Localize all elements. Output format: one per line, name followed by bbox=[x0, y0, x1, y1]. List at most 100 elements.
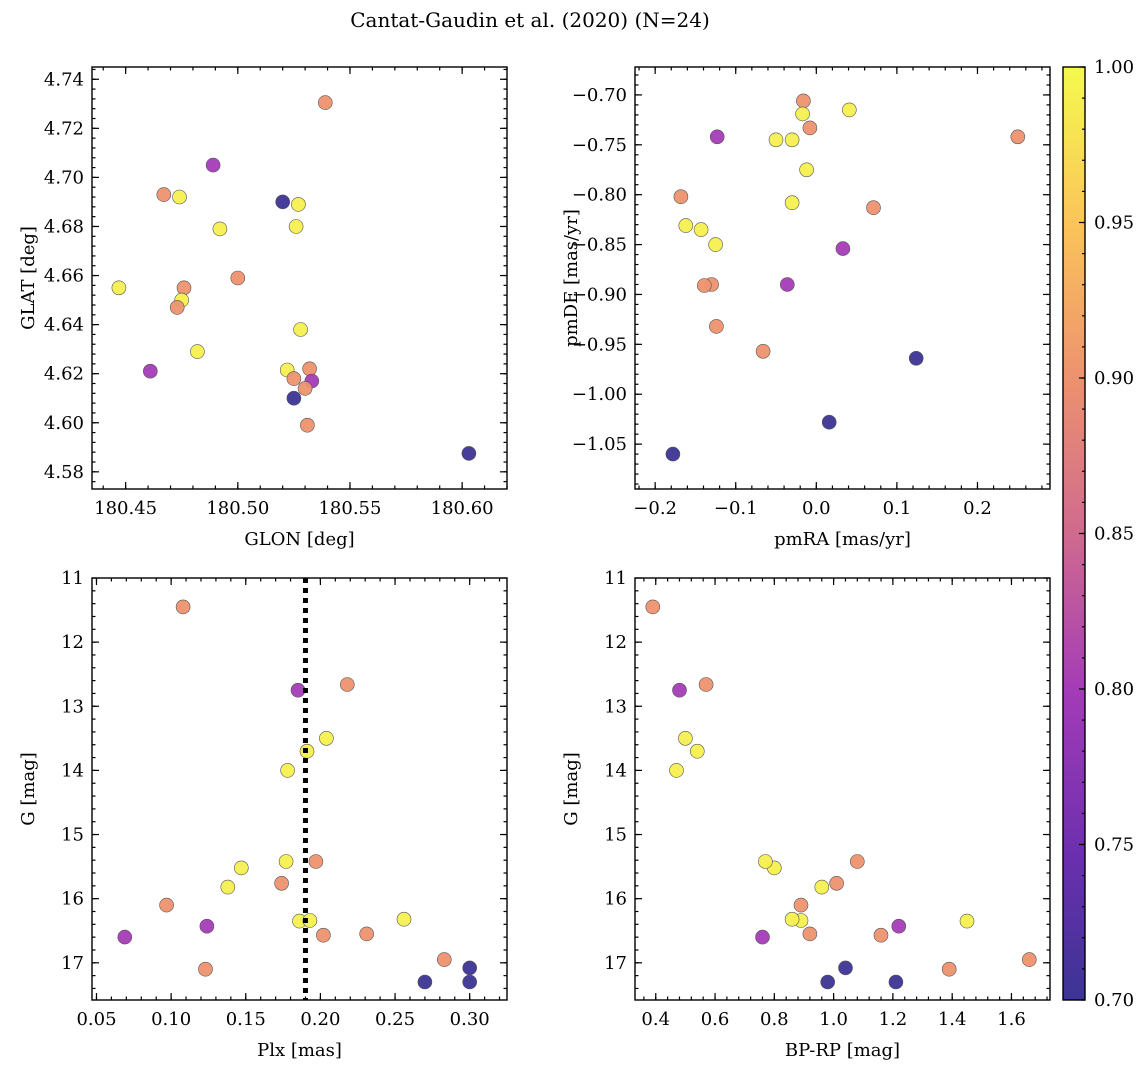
y-tick-label: 4.66 bbox=[44, 266, 84, 287]
data-point bbox=[755, 929, 770, 945]
panel-3: 0.05 0.10 0.15 0.20 0.25 0.30 11 12 13 14 15 16 17 Pl… bbox=[18, 568, 508, 1061]
y-tick-label: 4.72 bbox=[44, 118, 84, 139]
axes-frame bbox=[91, 577, 508, 1001]
panel-1: 180.45 180.50 180.55 180.60 4.58 4.60 4.62 4.64… bbox=[18, 66, 508, 550]
y-tick-label: −1.05 bbox=[572, 434, 627, 455]
data-point bbox=[275, 194, 291, 210]
data-point bbox=[199, 918, 215, 934]
data-point bbox=[302, 913, 318, 928]
data-point bbox=[280, 763, 295, 778]
x-tick-label: 0.05 bbox=[76, 1009, 116, 1030]
y-axis-label: G [mag] bbox=[561, 752, 582, 825]
x-axis-label: pmRA [mas/yr] bbox=[774, 529, 911, 550]
data-point bbox=[359, 926, 375, 942]
y-tick-label: 14 bbox=[61, 760, 84, 781]
y-tick-label: 4.70 bbox=[44, 167, 84, 188]
y-tick-label: 4.68 bbox=[44, 216, 84, 237]
data-point bbox=[278, 854, 294, 869]
y-tick-label: 4.74 bbox=[44, 69, 84, 90]
data-point bbox=[696, 278, 712, 293]
y-tick-label: 12 bbox=[604, 632, 627, 653]
x-axis-label: Plx [mas] bbox=[257, 1040, 342, 1061]
data-point bbox=[396, 911, 412, 927]
data-point bbox=[891, 918, 907, 934]
data-point bbox=[835, 241, 851, 256]
data-point bbox=[799, 162, 814, 178]
data-point bbox=[234, 860, 249, 876]
panel-2: −0.2 −0.1 0.0 0.1 0.2 −1.05 −1.00 −0.95 −0.90 −0.… bbox=[561, 66, 1051, 550]
data-point bbox=[698, 677, 714, 692]
y-tick-label: −0.90 bbox=[572, 284, 627, 305]
x-tick-label: 0.20 bbox=[300, 1009, 340, 1030]
y-tick-label: 15 bbox=[61, 825, 84, 846]
data-point bbox=[866, 200, 881, 215]
y-tick-label: 16 bbox=[61, 889, 84, 910]
panels: 180.45 180.50 180.55 180.60 4.58 4.60 4.62 4.64… bbox=[18, 66, 1051, 1061]
y-tick-label: 12 bbox=[61, 632, 84, 653]
data-point bbox=[169, 300, 185, 315]
data-point bbox=[205, 157, 221, 173]
y-axis-label: pmDE [mas/yr] bbox=[561, 209, 582, 347]
data-point bbox=[172, 189, 187, 205]
x-tick-label: 180.60 bbox=[431, 498, 494, 519]
axes-frame bbox=[91, 66, 508, 490]
scatter-series bbox=[111, 95, 477, 461]
x-tick-label: 0.10 bbox=[151, 1009, 191, 1030]
y-tick-label: 13 bbox=[61, 696, 84, 717]
data-point bbox=[673, 189, 689, 204]
data-point bbox=[274, 875, 289, 891]
data-point bbox=[1022, 952, 1037, 967]
x-tick-label: 0.2 bbox=[963, 498, 992, 519]
scatter-series bbox=[665, 93, 1026, 462]
data-point bbox=[784, 911, 800, 927]
data-point bbox=[838, 960, 853, 976]
x-axis-label: GLON [deg] bbox=[244, 529, 354, 550]
y-axis-label: G [mag] bbox=[18, 752, 39, 825]
data-point bbox=[693, 222, 709, 237]
colorbar-tick-label: 0.75 bbox=[1094, 835, 1134, 856]
data-point bbox=[672, 682, 687, 698]
data-point bbox=[820, 974, 836, 990]
data-point bbox=[793, 897, 809, 913]
data-point bbox=[768, 132, 784, 148]
y-tick-label: 11 bbox=[604, 568, 627, 589]
data-point bbox=[678, 730, 693, 746]
data-point bbox=[959, 913, 975, 929]
axes-frame bbox=[634, 577, 1051, 1001]
colorbar-tick-label: 0.90 bbox=[1094, 368, 1134, 389]
x-tick-label: 0.1 bbox=[883, 498, 912, 519]
data-point bbox=[841, 102, 857, 118]
data-point bbox=[220, 879, 236, 895]
y-tick-label: −0.85 bbox=[572, 235, 627, 256]
data-point bbox=[908, 350, 924, 366]
x-tick-label: 180.50 bbox=[206, 498, 269, 519]
data-point bbox=[678, 218, 694, 233]
x-tick-label: 0.0 bbox=[802, 498, 831, 519]
data-point bbox=[176, 280, 192, 296]
data-point bbox=[317, 95, 333, 110]
y-tick-label: 11 bbox=[61, 568, 84, 589]
data-point bbox=[291, 197, 306, 212]
data-point bbox=[300, 417, 315, 433]
data-point bbox=[821, 414, 837, 430]
data-point bbox=[293, 322, 308, 337]
x-tick-label: 0.30 bbox=[450, 1009, 490, 1030]
data-point bbox=[758, 854, 773, 869]
colorbar-tick-label: 0.70 bbox=[1094, 990, 1134, 1011]
x-tick-label: 1.0 bbox=[819, 1009, 848, 1030]
data-point bbox=[308, 854, 324, 869]
x-axis-label: BP-RP [mag] bbox=[785, 1040, 900, 1061]
data-point bbox=[779, 277, 795, 292]
x-tick-label: 0.8 bbox=[760, 1009, 789, 1030]
panel-4: 0.4 0.6 0.8 1.0 1.2 1.4 1.6 11 12 13 14 15 16 17 BP-RP… bbox=[561, 568, 1051, 1061]
scatter-series bbox=[645, 599, 1037, 990]
colorbar: 0.70 0.75 0.80 0.85 0.90 0.95 1.00 bbox=[1062, 57, 1134, 1011]
data-point bbox=[297, 381, 313, 396]
data-point bbox=[709, 129, 725, 145]
y-tick-label: 4.64 bbox=[44, 315, 84, 336]
data-point bbox=[665, 446, 681, 462]
x-tick-label: 1.6 bbox=[997, 1009, 1026, 1030]
colorbar-tick-label: 1.00 bbox=[1094, 57, 1134, 78]
x-tick-label: 0.6 bbox=[701, 1009, 730, 1030]
data-point bbox=[190, 344, 205, 359]
